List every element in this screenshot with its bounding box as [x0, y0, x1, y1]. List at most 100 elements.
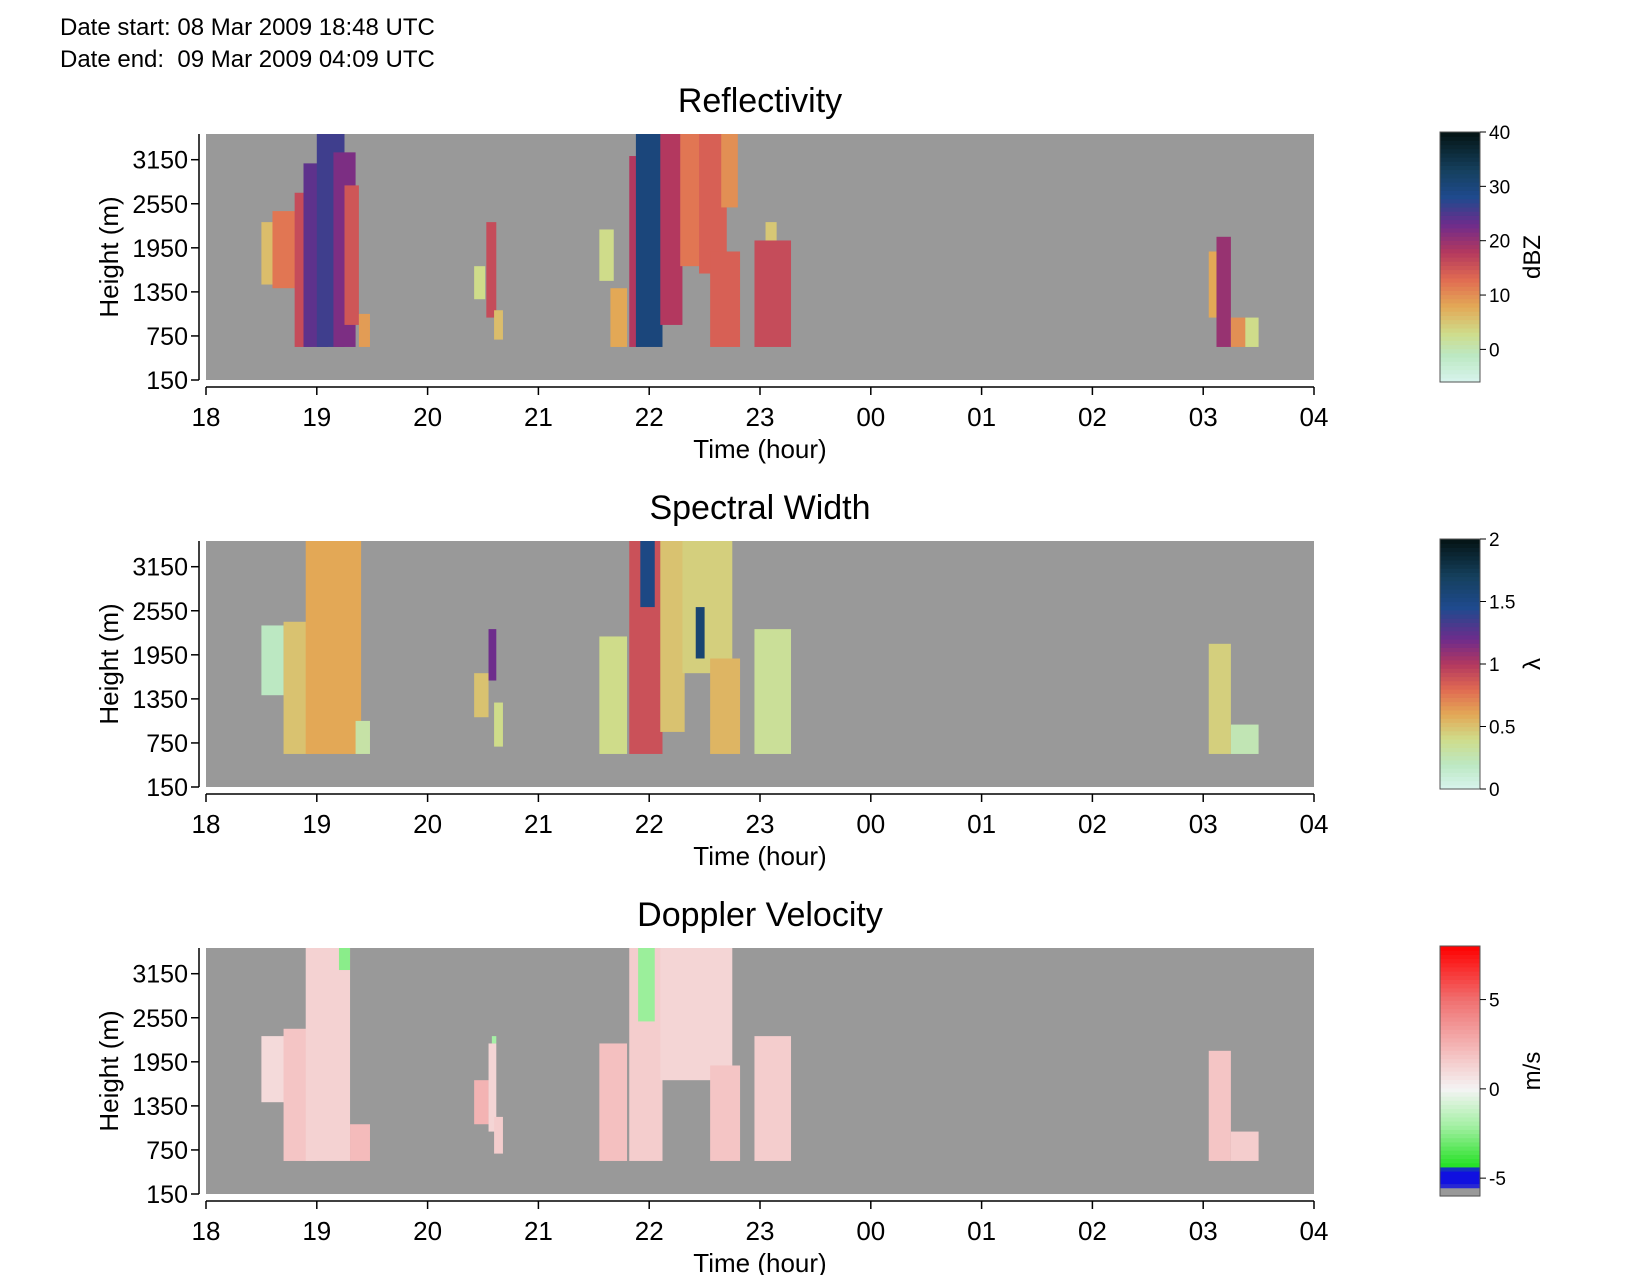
x-axis-label: Time (hour): [693, 841, 826, 871]
colorbar-band: [1440, 219, 1480, 225]
colorbar-band: [1440, 1066, 1480, 1072]
colorbar-band: [1440, 252, 1480, 258]
colorbar-band: [1440, 332, 1480, 337]
data-cell: [474, 673, 489, 718]
colorbar-band: [1440, 198, 1480, 204]
colorbar-band: [1440, 223, 1480, 229]
x-tick-label: 02: [1078, 809, 1107, 839]
colorbar-band: [1440, 302, 1480, 308]
panel-doppler-velocity: Doppler Velocity 18 19 20 21 22 23 00 01 02 03 04 Ti…: [94, 896, 1546, 1275]
colorbar-band: [1440, 148, 1480, 154]
data-cell: [754, 629, 792, 754]
colorbar-band: [1440, 136, 1480, 141]
colorbar-band: [1440, 568, 1480, 573]
colorbar-band: [1440, 1083, 1480, 1089]
colorbar-band: [1440, 1071, 1480, 1076]
colorbar-band: [1440, 1121, 1480, 1126]
y-tick-label: 750: [146, 323, 188, 351]
x-tick-label: 02: [1078, 402, 1107, 432]
colorbar-band: [1440, 211, 1480, 216]
data-cell: [494, 702, 503, 747]
colorbar-band: [1440, 772, 1480, 778]
y-tick-label: 750: [146, 1137, 188, 1165]
colorbar-band: [1440, 622, 1480, 628]
data-cell: [494, 1116, 503, 1154]
data-cell: [765, 222, 777, 241]
x-tick-label: 18: [192, 1216, 221, 1246]
data-cell: [599, 636, 628, 754]
colorbar-band: [1440, 1183, 1480, 1189]
colorbar-band: [1440, 169, 1480, 175]
x-tick-label: 21: [524, 402, 553, 432]
data-cell: [358, 313, 370, 347]
colorbar-band: [1440, 248, 1480, 254]
colorbar-band: [1440, 784, 1480, 790]
colorbar-tick-label: 30: [1489, 177, 1510, 198]
colorbar-band: [1440, 1175, 1480, 1180]
colorbar-band: [1440, 647, 1480, 653]
colorbar-label: λ: [1519, 658, 1546, 670]
colorbar-band: [1440, 1100, 1480, 1105]
data-cell: [695, 607, 705, 659]
colorbar-band: [1440, 165, 1480, 171]
colorbar-band: [1440, 340, 1480, 346]
colorbar-band: [1440, 186, 1480, 191]
colorbar-band: [1440, 1075, 1480, 1080]
colorbar-band: [1440, 589, 1480, 594]
colorbar-band: [1440, 348, 1480, 354]
y-tick-label: 1950: [132, 642, 188, 670]
colorbar-band: [1440, 601, 1480, 607]
colorbar-band: [1440, 954, 1480, 960]
data-cell: [754, 1036, 792, 1161]
colorbar-tick-label: 1.5: [1489, 593, 1515, 614]
data-cell: [1208, 643, 1231, 754]
x-axis-label: Time (hour): [693, 434, 826, 464]
data-cell: [710, 658, 741, 754]
colorbar-band: [1440, 584, 1480, 590]
colorbar-band: [1440, 1046, 1480, 1051]
data-cell: [1208, 251, 1220, 318]
colorbar-tick-label: 2: [1489, 530, 1500, 551]
y-axis-label: Height (m): [94, 603, 124, 724]
x-tick-label: 21: [524, 1216, 553, 1246]
colorbar-band: [1440, 987, 1480, 993]
colorbar-band: [1440, 659, 1480, 665]
colorbar-band: [1440, 157, 1480, 162]
colorbar-band: [1440, 352, 1480, 358]
colorbar-band: [1440, 1037, 1480, 1043]
colorbar-band: [1440, 693, 1480, 698]
y-tick-label: 150: [146, 774, 188, 802]
colorbar-band: [1440, 319, 1480, 325]
colorbar-band: [1440, 726, 1480, 732]
data-cell: [635, 134, 663, 347]
x-tick-label: 02: [1078, 1216, 1107, 1246]
colorbar-band: [1440, 1021, 1480, 1026]
x-tick-label: 04: [1300, 402, 1329, 432]
colorbar-band: [1440, 257, 1480, 262]
data-cell: [1230, 724, 1259, 754]
y-tick-label: 1350: [132, 1093, 188, 1121]
colorbar-tick-label: 0.5: [1489, 718, 1515, 739]
x-tick-label: 04: [1300, 809, 1329, 839]
x-tick-label: 20: [413, 402, 442, 432]
colorbar-band: [1440, 373, 1480, 379]
data-cell: [638, 948, 655, 1022]
data-cell: [1245, 317, 1259, 347]
x-tick-label: 00: [856, 402, 885, 432]
colorbar-tick-label: 0: [1489, 1080, 1500, 1101]
colorbar-band: [1440, 689, 1480, 694]
data-cell: [486, 222, 497, 318]
colorbar-band: [1440, 1141, 1480, 1147]
colorbar-band: [1440, 983, 1480, 989]
colorbar-band: [1440, 634, 1480, 640]
colorbar-band: [1440, 609, 1480, 615]
colorbar-band: [1440, 190, 1480, 196]
data-cell: [350, 1124, 370, 1161]
colorbar-band: [1440, 705, 1480, 711]
x-tick-label: 00: [856, 1216, 885, 1246]
data-cell: [1216, 236, 1231, 347]
colorbar-band: [1440, 759, 1480, 765]
x-tick-label: 23: [746, 402, 775, 432]
data-cell: [338, 948, 351, 971]
x-tick-label: 18: [192, 809, 221, 839]
